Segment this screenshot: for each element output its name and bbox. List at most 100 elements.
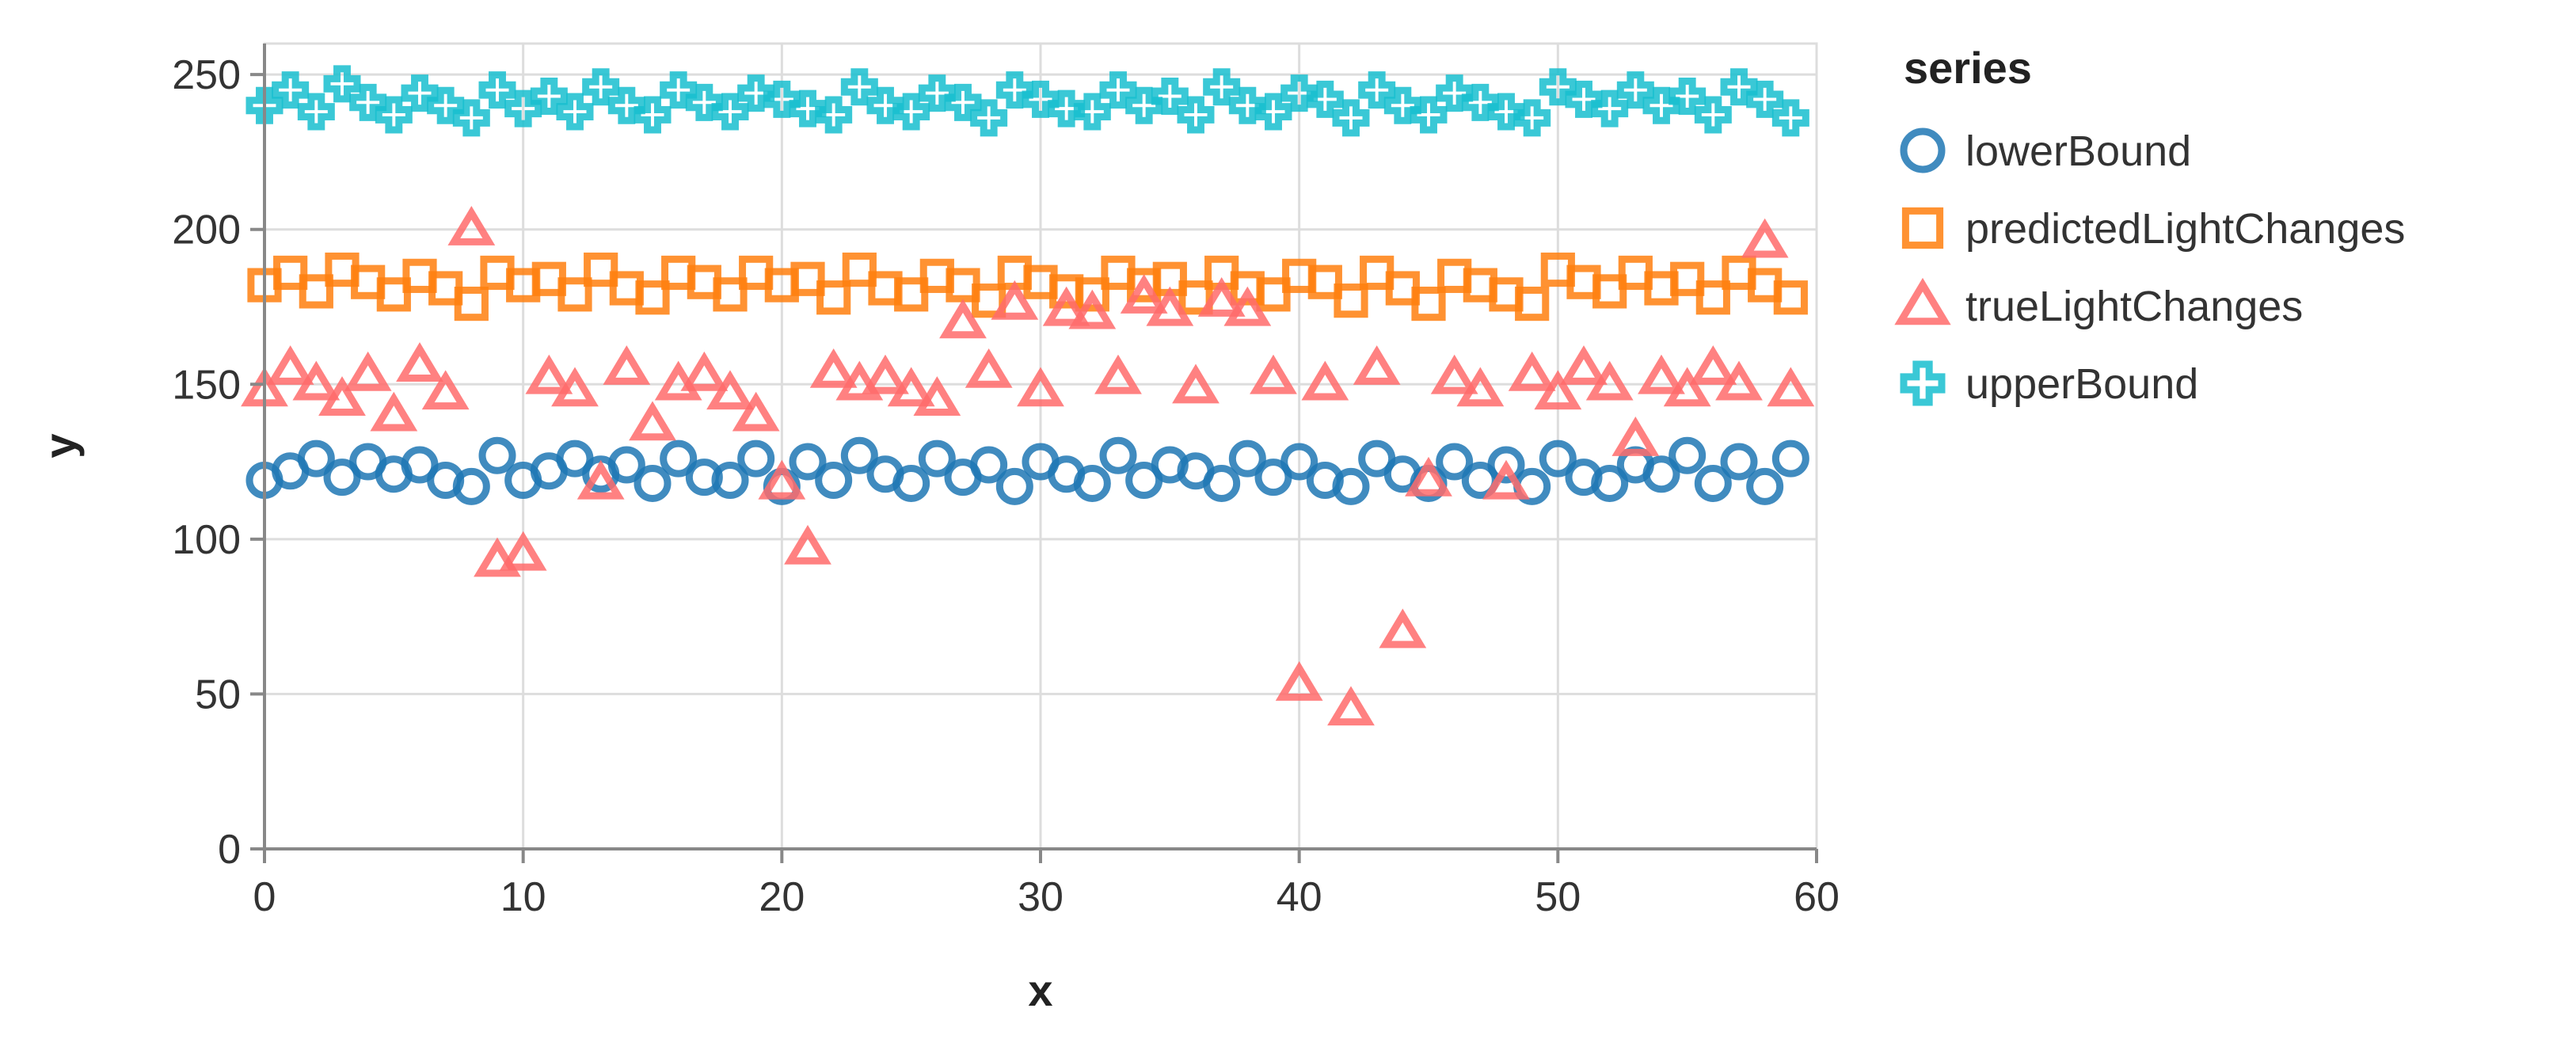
point-trueLightChanges: [370, 391, 418, 432]
point-predictedLightChanges: [1592, 274, 1627, 309]
x-axis-title: x: [1028, 965, 1052, 1015]
point-upperBound: [866, 86, 904, 124]
point-upperBound: [1694, 96, 1732, 134]
point-lowerBound: [297, 439, 335, 478]
point-trueLightChanges: [1638, 354, 1685, 394]
point-predictedLightChanges: [1515, 286, 1550, 322]
point-upperBound: [711, 93, 749, 131]
point-trueLightChanges: [1611, 417, 1660, 456]
point-lowerBound: [815, 462, 853, 500]
point-upperBound: [297, 93, 335, 131]
point-upperBound: [349, 83, 387, 121]
point-trueLightChanges: [1585, 360, 1634, 401]
point-upperBound: [607, 86, 645, 124]
y-tick-label: 50: [195, 672, 241, 717]
point-predictedLightChanges: [1256, 277, 1291, 312]
point-upperBound: [1746, 80, 1784, 118]
y-axis-title: y: [35, 433, 85, 458]
point-predictedLightChanges: [1178, 280, 1213, 315]
point-upperBound: [582, 68, 620, 106]
axes: 0 10 20 30 40 50 60 0 50 100 150 200 250: [172, 44, 1840, 920]
point-lowerBound: [1720, 443, 1758, 481]
point-upperBound: [789, 89, 827, 127]
point-upperBound: [1048, 89, 1086, 127]
point-lowerBound: [1099, 436, 1137, 474]
point-trueLightChanges: [862, 354, 909, 394]
legend-label: predictedLightChanges: [1965, 205, 2405, 253]
legend-label: trueLightChanges: [1965, 283, 2303, 330]
point-upperBound: [1203, 68, 1241, 106]
point-lowerBound: [892, 464, 930, 502]
y-tick-label: 100: [172, 517, 241, 563]
point-lowerBound: [1228, 439, 1266, 478]
point-upperBound: [815, 96, 853, 134]
point-upperBound: [634, 96, 672, 134]
point-trueLightChanges: [499, 531, 547, 571]
point-trueLightChanges: [629, 401, 676, 441]
point-trueLightChanges: [784, 524, 831, 565]
legend-item: lowerBound: [1900, 127, 2191, 175]
legend-symbol-upperBound: [1900, 360, 1946, 406]
point-upperBound: [1461, 83, 1499, 121]
point-upperBound: [660, 71, 698, 109]
point-upperBound: [995, 71, 1033, 109]
point-trueLightChanges: [1379, 608, 1427, 649]
point-upperBound: [840, 68, 878, 106]
point-upperBound: [1254, 93, 1292, 131]
point-trueLightChanges: [1482, 459, 1530, 500]
point-upperBound: [1669, 77, 1707, 115]
point-lowerBound: [918, 439, 956, 478]
point-trueLightChanges: [1223, 286, 1272, 326]
point-trueLightChanges: [1508, 351, 1556, 391]
point-upperBound: [1513, 99, 1551, 137]
point-upperBound: [1306, 80, 1344, 118]
point-trueLightChanges: [1715, 360, 1763, 401]
point-lowerBound: [1358, 439, 1396, 478]
point-trueLightChanges: [1068, 289, 1117, 329]
x-tick-label: 20: [759, 874, 805, 920]
point-lowerBound: [995, 467, 1033, 505]
point-trueLightChanges: [1172, 363, 1220, 404]
point-upperBound: [504, 89, 542, 127]
legend-symbol-trueLightChanges: [1894, 277, 1951, 325]
point-upperBound: [1125, 86, 1163, 124]
y-tick-label: 250: [172, 52, 241, 98]
point-predictedLightChanges: [816, 280, 851, 315]
point-trueLightChanges: [706, 370, 754, 410]
y-tick-label: 150: [172, 362, 241, 408]
point-trueLightChanges: [939, 299, 987, 339]
point-trueLightChanges: [474, 537, 521, 577]
point-upperBound: [1720, 68, 1758, 106]
point-predictedLightChanges: [273, 255, 308, 291]
point-predictedLightChanges: [790, 261, 825, 296]
point-predictedLightChanges: [713, 277, 748, 312]
point-predictedLightChanges: [454, 286, 489, 322]
point-upperBound: [452, 99, 490, 137]
legend-symbol-predictedLightChanges: [1901, 207, 1944, 249]
point-trueLightChanges: [576, 459, 625, 500]
x-tick-label: 50: [1535, 874, 1581, 920]
point-lowerBound: [1125, 462, 1163, 500]
x-tick-label: 60: [1794, 874, 1840, 920]
point-lowerBound: [711, 462, 749, 500]
point-upperBound: [427, 86, 465, 124]
point-upperBound: [970, 99, 1008, 137]
point-upperBound: [1616, 71, 1654, 109]
legend-label: upperBound: [1965, 360, 2198, 408]
point-upperBound: [1591, 89, 1629, 127]
point-trueLightChanges: [447, 206, 496, 245]
point-trueLightChanges: [809, 348, 858, 388]
point-upperBound: [401, 74, 439, 112]
point-upperBound: [737, 74, 775, 112]
series-lowerBound: [245, 436, 1809, 505]
point-predictedLightChanges: [299, 274, 333, 309]
point-lowerBound: [1436, 443, 1474, 481]
point-upperBound: [1383, 86, 1421, 124]
point-lowerBound: [452, 467, 490, 505]
y-tick-label: 0: [218, 827, 241, 873]
point-lowerBound: [1669, 436, 1707, 474]
point-predictedLightChanges: [584, 252, 618, 287]
point-lowerBound: [1694, 464, 1732, 502]
legend-title: series: [1904, 43, 2032, 93]
